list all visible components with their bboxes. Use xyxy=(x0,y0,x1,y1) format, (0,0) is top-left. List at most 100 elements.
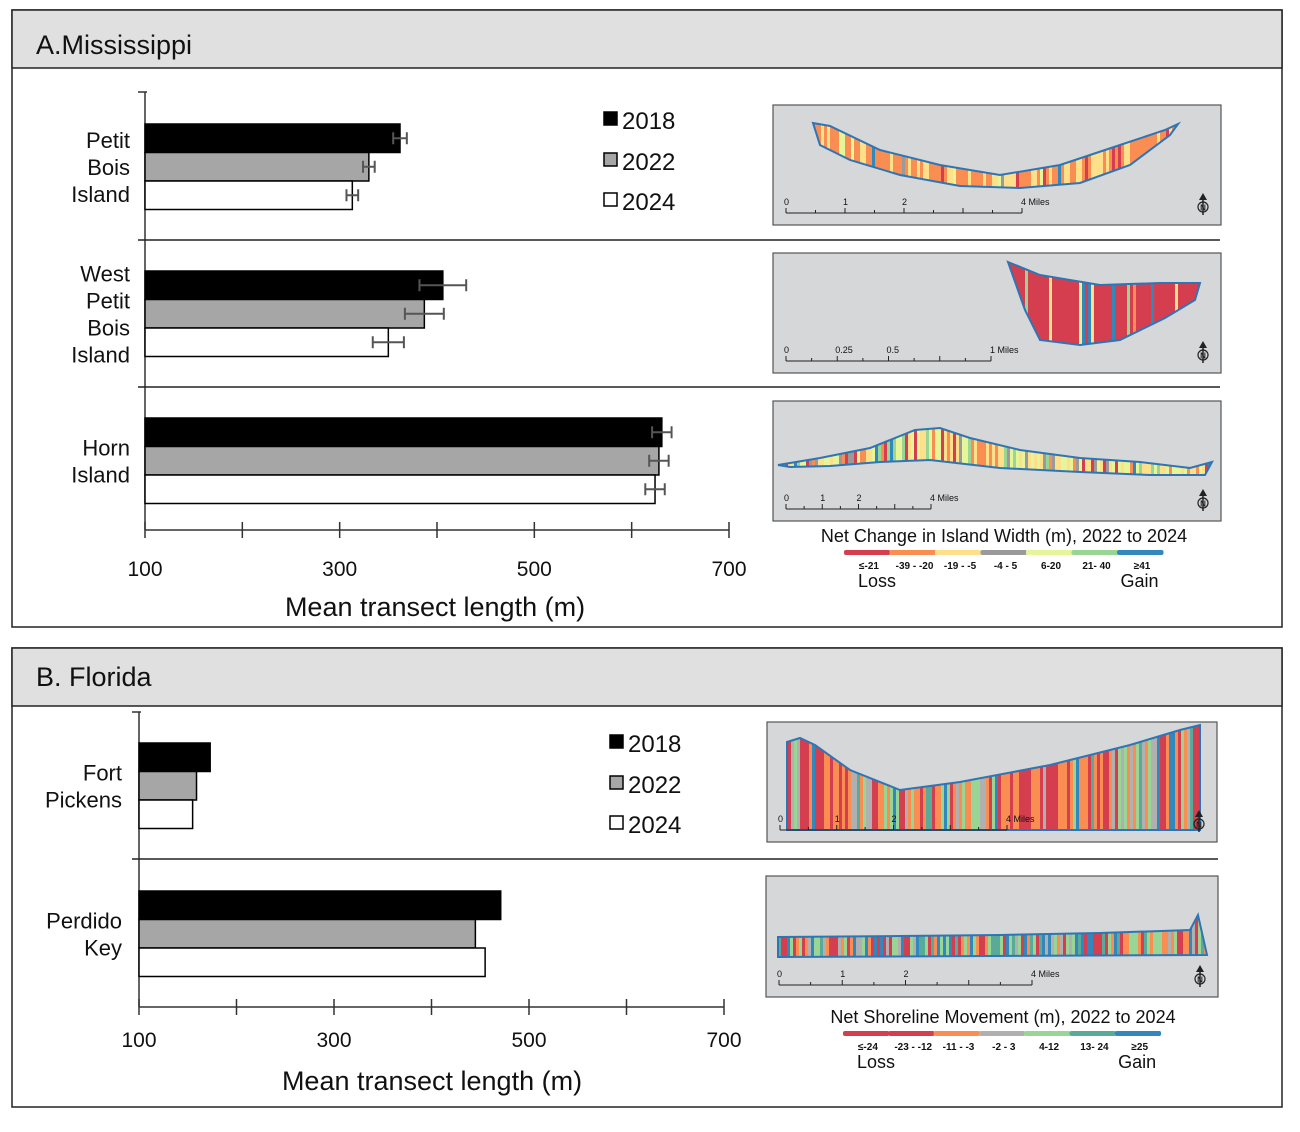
legend-swatch-2018 xyxy=(603,111,618,126)
legend-class-label: ≥41 xyxy=(1134,561,1151,572)
category-label: Fort xyxy=(83,760,122,785)
transect-stripe xyxy=(1193,725,1197,830)
transect-stripe xyxy=(1187,725,1191,830)
transect-stripe xyxy=(890,123,894,188)
transect-stripe xyxy=(857,428,861,475)
transect-stripe xyxy=(1124,262,1128,345)
transect-stripe xyxy=(1114,915,1118,957)
legend-label: 2022 xyxy=(622,149,675,176)
scale-label: 2 xyxy=(857,493,862,503)
transect-stripe xyxy=(845,123,849,188)
transect-stripe xyxy=(887,428,891,475)
transect-stripe xyxy=(1055,262,1059,345)
transect-stripe xyxy=(1112,262,1116,345)
transect-stripe xyxy=(1049,262,1053,345)
transect-stripe xyxy=(842,123,846,188)
transect-stripe xyxy=(1136,262,1140,345)
transect-stripe xyxy=(1004,725,1008,830)
scale-label: 4 Miles xyxy=(930,493,959,503)
transect-stripe xyxy=(1127,262,1131,345)
transect-stripe xyxy=(1169,262,1173,345)
legend-label: 2024 xyxy=(622,189,675,216)
legend-color-segment xyxy=(933,1031,980,1036)
transect-stripe xyxy=(1039,915,1043,957)
transect-stripe xyxy=(941,428,945,475)
transect-stripe xyxy=(896,123,900,188)
map-legend-title: Net Shoreline Movement (m), 2022 to 2024 xyxy=(830,1007,1175,1027)
transect-stripe xyxy=(1142,262,1146,345)
x-tick-label: 300 xyxy=(322,558,357,581)
transect-stripe xyxy=(869,123,873,188)
bar-2022 xyxy=(138,918,477,949)
north-arrow-n-icon: N xyxy=(1200,500,1206,509)
transect-stripe xyxy=(1060,915,1064,957)
transect-stripe xyxy=(800,725,804,830)
transect-stripe xyxy=(1034,725,1038,830)
transect-stripe xyxy=(1022,428,1026,475)
transect-stripe xyxy=(1013,428,1017,475)
transect-stripe xyxy=(962,428,966,475)
transect-stripe xyxy=(1141,915,1145,957)
transect-stripe xyxy=(1129,915,1133,957)
legend-swatch-2018 xyxy=(609,734,624,749)
transect-stripe xyxy=(983,428,987,475)
legend-color-segment xyxy=(889,550,936,555)
legend-color-segment xyxy=(980,550,1027,555)
island-map: 0 1 2 4 Miles N xyxy=(765,875,1219,998)
transect-stripe xyxy=(1034,262,1038,345)
transect-stripe xyxy=(1001,428,1005,475)
legend-class-label: ≤-24 xyxy=(858,1042,878,1053)
transect-stripe xyxy=(1103,262,1107,345)
transect-stripe xyxy=(1162,915,1166,957)
transect-stripe xyxy=(1004,428,1008,475)
transect-stripe xyxy=(1007,725,1011,830)
transect-stripe xyxy=(992,725,996,830)
transect-stripe xyxy=(812,725,816,830)
scale-label: 0 xyxy=(784,345,789,355)
transect-stripe xyxy=(1106,725,1110,830)
transect-stripe xyxy=(1181,725,1185,830)
legend-label: 2022 xyxy=(628,772,681,799)
bar-2024 xyxy=(144,474,656,505)
legend-color-segment xyxy=(1069,1031,1116,1036)
panel-a-title: A.Mississippi xyxy=(36,30,192,60)
transect-stripe xyxy=(1153,915,1157,957)
transect-stripe xyxy=(1118,725,1122,830)
transect-stripe xyxy=(995,428,999,475)
transect-stripe xyxy=(914,428,918,475)
transect-stripe xyxy=(911,428,915,475)
scale-label: 1 xyxy=(835,814,840,824)
transect-stripe xyxy=(1073,262,1077,345)
transect-stripe xyxy=(1112,725,1116,830)
transect-stripe xyxy=(1019,725,1023,830)
transect-stripe xyxy=(1040,725,1044,830)
transect-stripe xyxy=(995,725,999,830)
transect-stripe xyxy=(851,123,855,188)
transect-stripe xyxy=(1100,123,1104,188)
transect-stripe xyxy=(854,123,858,188)
transect-stripe xyxy=(977,428,981,475)
bar-2018 xyxy=(138,890,502,921)
north-arrow-circle-icon xyxy=(1193,818,1205,830)
transect-stripe xyxy=(1051,915,1055,957)
transect-stripe xyxy=(815,725,819,830)
transect-stripe xyxy=(1178,262,1182,345)
transect-stripe xyxy=(1109,725,1113,830)
legend-color-segment xyxy=(1026,550,1073,555)
category-label: West xyxy=(80,261,130,286)
transect-stripe xyxy=(1088,262,1092,345)
north-arrow-circle-icon xyxy=(1194,973,1206,985)
x-axis-label: Mean transect length (m) xyxy=(285,592,585,622)
transect-stripe xyxy=(1166,262,1170,345)
transect-stripe xyxy=(956,428,960,475)
transect-stripe xyxy=(1154,725,1158,830)
legend-color-segment xyxy=(978,1031,1026,1036)
transect-stripe xyxy=(974,428,978,475)
transect-stripe xyxy=(1144,915,1148,957)
island-outline xyxy=(777,426,1214,476)
transect-stripe xyxy=(1157,725,1161,830)
transect-stripe xyxy=(797,725,801,830)
transect-stripe xyxy=(1130,262,1134,345)
